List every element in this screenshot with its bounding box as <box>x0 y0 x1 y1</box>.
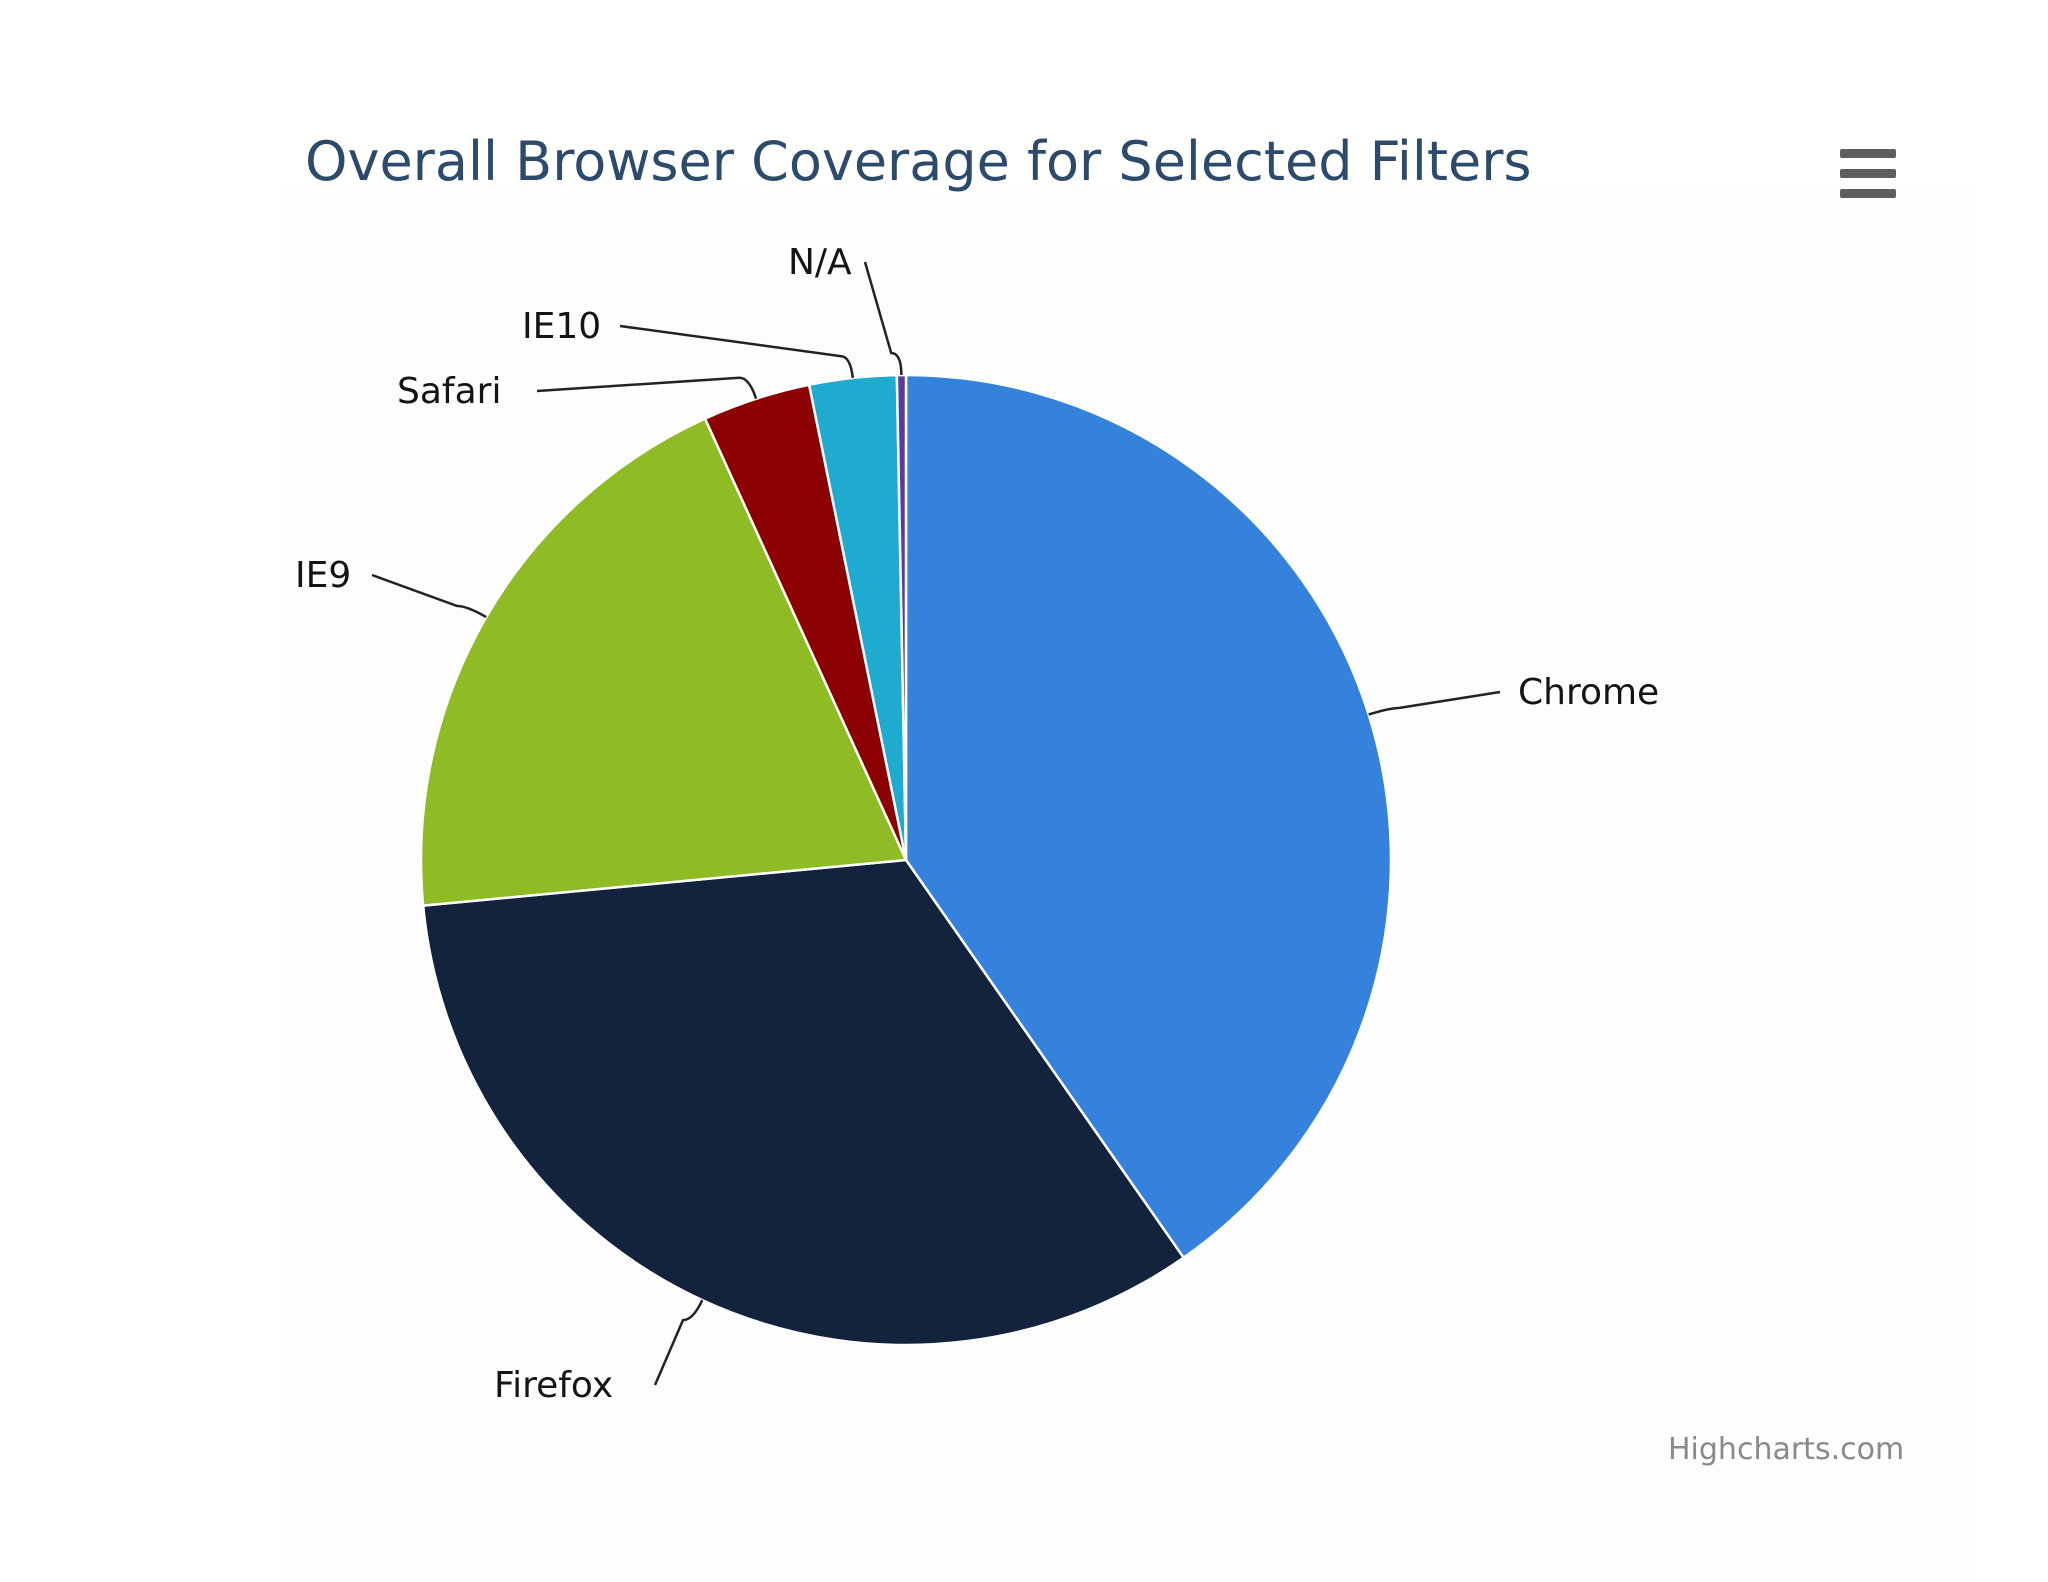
slice-label-chrome: Chrome <box>1518 672 1659 713</box>
slice-label-ie9: IE9 <box>295 555 351 596</box>
connector-ie10 <box>619 324 855 379</box>
label-connectors <box>371 261 1501 1386</box>
connector-chrome <box>1368 690 1501 716</box>
chart-title: Overall Browser Coverage for Selected Fi… <box>305 130 1532 193</box>
credits-link[interactable]: Highcharts.com <box>1668 1432 1905 1467</box>
connector-firefox <box>653 1299 704 1386</box>
slice-label-safari: Safari <box>397 371 501 412</box>
connector-ie9 <box>371 573 487 619</box>
pie-slices <box>419 373 1393 1347</box>
menu-bar-middle <box>1840 169 1896 178</box>
slice-label-firefox: Firefox <box>494 1365 613 1406</box>
connector-safari <box>536 376 758 400</box>
menu-bar-top <box>1840 149 1896 158</box>
slice-label-ie10: IE10 <box>522 306 601 347</box>
slice-label-n-a: N/A <box>788 242 852 283</box>
slice-labels: Chrome Firefox IE9 Safari IE10 N/A <box>295 242 1659 1406</box>
pie-slice-n-a[interactable] <box>895 373 908 862</box>
pie-slice-chrome[interactable] <box>904 373 1393 1259</box>
hamburger-menu-icon[interactable] <box>1830 145 1904 203</box>
menu-bar-bottom <box>1840 189 1896 198</box>
connector-n-a <box>863 261 903 376</box>
pie-slice-ie9[interactable] <box>419 417 908 907</box>
